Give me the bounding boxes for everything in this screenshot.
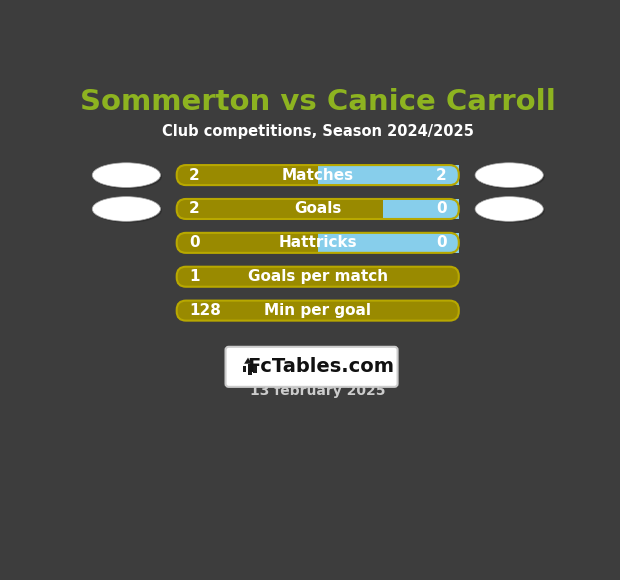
FancyBboxPatch shape	[226, 347, 397, 387]
Ellipse shape	[475, 197, 543, 222]
Text: Min per goal: Min per goal	[264, 303, 371, 318]
Ellipse shape	[94, 164, 162, 189]
FancyBboxPatch shape	[177, 233, 459, 253]
Bar	[317, 233, 459, 253]
Ellipse shape	[94, 198, 162, 223]
Text: 1: 1	[189, 269, 200, 284]
Text: 0: 0	[436, 235, 446, 251]
FancyBboxPatch shape	[177, 199, 459, 219]
Text: FcTables.com: FcTables.com	[247, 357, 394, 376]
FancyBboxPatch shape	[177, 199, 459, 219]
Text: 128: 128	[189, 303, 221, 318]
Bar	[254, 365, 257, 373]
Bar	[383, 199, 459, 219]
FancyBboxPatch shape	[177, 267, 459, 287]
Text: Sommerton vs Canice Carroll: Sommerton vs Canice Carroll	[80, 88, 556, 116]
Text: 2: 2	[189, 168, 200, 183]
Bar	[248, 364, 252, 375]
Bar	[242, 366, 247, 372]
Bar	[317, 165, 459, 185]
Text: 2: 2	[436, 168, 446, 183]
FancyBboxPatch shape	[177, 165, 459, 185]
FancyBboxPatch shape	[177, 233, 459, 253]
Text: 13 february 2025: 13 february 2025	[250, 385, 386, 398]
Ellipse shape	[475, 163, 543, 187]
Text: Goals: Goals	[294, 201, 342, 216]
Text: Hattricks: Hattricks	[278, 235, 357, 251]
Ellipse shape	[92, 163, 161, 187]
Polygon shape	[244, 358, 252, 364]
Ellipse shape	[477, 198, 545, 223]
Ellipse shape	[477, 164, 545, 189]
Text: Goals per match: Goals per match	[247, 269, 388, 284]
Ellipse shape	[92, 197, 161, 222]
Text: Club competitions, Season 2024/2025: Club competitions, Season 2024/2025	[162, 124, 474, 139]
Text: 0: 0	[436, 201, 446, 216]
FancyBboxPatch shape	[177, 165, 459, 185]
Text: 2: 2	[189, 201, 200, 216]
FancyBboxPatch shape	[177, 300, 459, 321]
Text: Matches: Matches	[281, 168, 354, 183]
Text: 0: 0	[189, 235, 200, 251]
